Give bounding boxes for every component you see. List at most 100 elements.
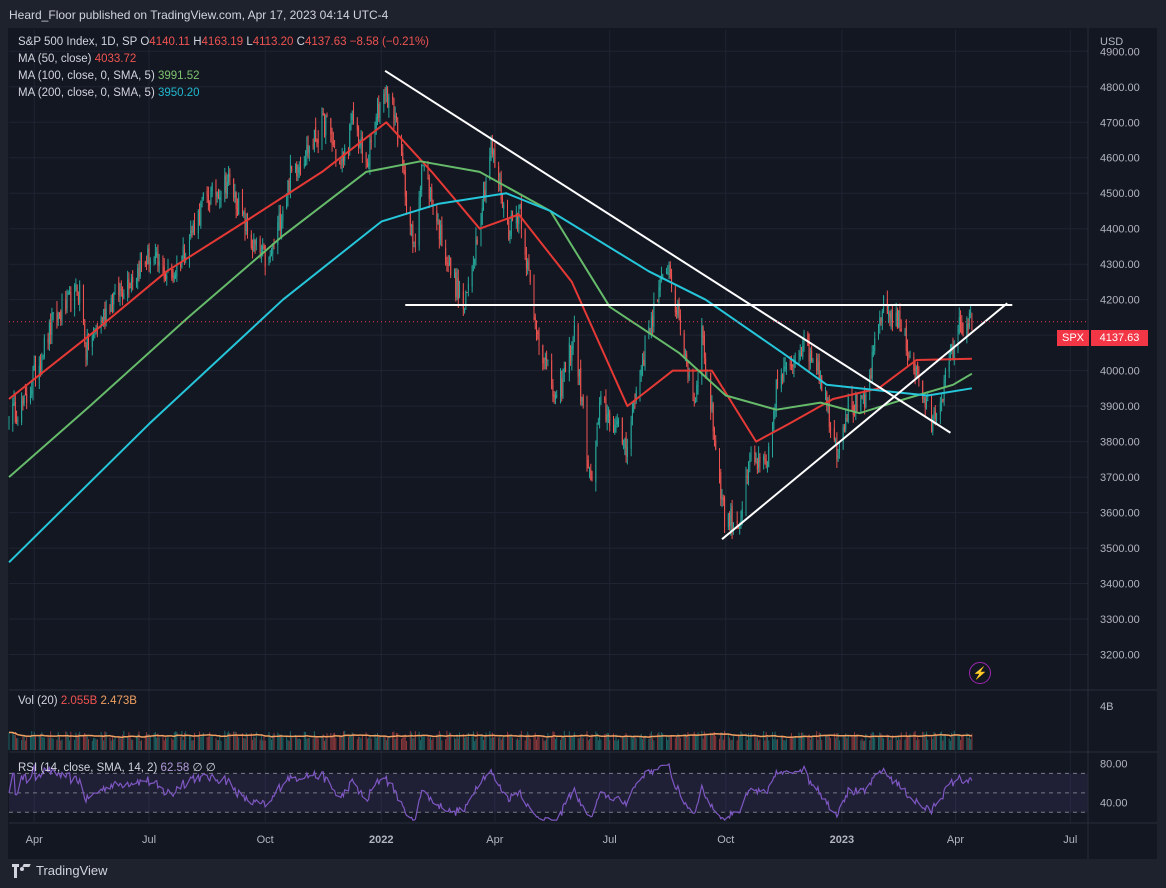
volume-bar <box>825 735 827 750</box>
volume-bar <box>349 734 351 750</box>
volume-bar <box>278 734 280 750</box>
volume-bar <box>201 734 203 750</box>
candle-body <box>465 291 467 307</box>
candle-body <box>678 303 680 314</box>
candle-body <box>471 266 473 287</box>
candle-body <box>316 140 318 142</box>
trendlines[interactable] <box>384 69 1013 540</box>
volume-bar <box>294 735 296 750</box>
candle-body <box>141 261 143 264</box>
candle-body <box>807 334 809 346</box>
volume-bar <box>811 736 813 750</box>
volume-bar <box>794 736 796 750</box>
candle-body <box>580 367 582 402</box>
volume-bar <box>658 732 660 750</box>
volume-bar <box>862 740 864 750</box>
y-tick-label: 4600.00 <box>1100 153 1140 165</box>
volume-bar <box>342 731 344 750</box>
volume-bar <box>653 740 655 750</box>
volume-bar <box>542 737 544 750</box>
volume-bar <box>226 732 228 750</box>
candle-body <box>519 205 521 208</box>
volume-bar <box>166 738 168 750</box>
legend-ma100[interactable]: MA (100, close, 0, SMA, 5) 3991.52 <box>18 70 200 82</box>
volume-bar <box>411 732 413 750</box>
candle-body <box>144 262 146 264</box>
rising-support-line[interactable] <box>721 302 1008 540</box>
lightning-bolt-icon[interactable]: ⚡ <box>969 662 991 684</box>
candle-body <box>226 181 228 195</box>
volume-bar <box>966 732 968 750</box>
volume-bar <box>476 731 478 750</box>
candle-body <box>701 325 703 377</box>
volume-bar <box>842 735 844 750</box>
volume-bar <box>596 733 598 750</box>
candle-body <box>879 317 881 326</box>
legend-ma200[interactable]: MA (200, close, 0, SMA, 5) 3950.20 <box>18 87 200 99</box>
volume-bar <box>838 740 840 750</box>
volume-bar <box>16 737 18 750</box>
volume-bar <box>572 735 574 750</box>
volume-bar <box>524 740 526 750</box>
candle-body <box>366 162 368 168</box>
candle-body <box>236 208 238 216</box>
volume-bar <box>515 739 517 750</box>
volume-bar <box>272 734 274 750</box>
volume-bar <box>595 731 597 750</box>
candle-body <box>953 345 955 359</box>
price-chart-svg[interactable]: 3200.00 3300.00 3400.00 3500.00 3600.00 3700.… <box>8 28 1157 859</box>
candle-body <box>252 246 254 250</box>
legend-rsi[interactable]: RSI (14, close, SMA, 14, 2) 62.58 ∅ ∅ <box>18 760 216 774</box>
volume-bar <box>671 735 673 750</box>
volume-bar <box>908 735 910 750</box>
volume-bar <box>571 737 573 750</box>
candles <box>8 84 973 540</box>
candle-body <box>48 321 50 345</box>
volume-bar <box>101 734 103 750</box>
volume-bar <box>706 735 708 750</box>
volume-bar <box>400 738 402 750</box>
volume-bar <box>281 734 283 750</box>
candle-body <box>852 405 854 416</box>
volume-bar <box>669 735 671 750</box>
tradingview-logo[interactable]: TradingView <box>12 863 108 878</box>
candle-body <box>326 115 328 117</box>
descending-resistance-line[interactable] <box>384 69 951 434</box>
candle-body <box>264 245 266 267</box>
volume-bar <box>282 737 284 750</box>
volume-bar <box>35 736 37 750</box>
candle-body <box>808 343 810 362</box>
candle-body <box>277 222 279 245</box>
candle-body <box>833 428 835 441</box>
candle-body <box>606 414 608 422</box>
candle-body <box>763 456 765 461</box>
candle-body <box>369 140 371 165</box>
volume-bar <box>801 732 803 750</box>
volume-bar <box>57 732 59 750</box>
legend-ma50[interactable]: MA (50, close) 4033.72 <box>18 53 136 65</box>
candle-body <box>855 394 857 414</box>
candle-body <box>394 115 396 118</box>
candle-body <box>536 320 538 335</box>
volume-bar <box>943 734 945 750</box>
volume-bar <box>736 740 738 750</box>
volume-bar <box>350 736 352 750</box>
volume-bar <box>616 740 618 750</box>
volume-bar <box>881 737 883 750</box>
volume-bar <box>896 740 898 750</box>
volume-bar <box>573 732 575 750</box>
candle-body <box>188 238 190 260</box>
candle-body <box>730 508 732 527</box>
candle-body <box>207 194 209 203</box>
volume-bar <box>450 732 452 750</box>
legend-volume[interactable]: Vol (20) 2.055B 2.473B <box>18 695 137 707</box>
volume-bar <box>330 733 332 750</box>
candle-body <box>300 165 302 169</box>
volume-bar <box>164 737 166 750</box>
candle-body <box>793 361 795 369</box>
legend-high-label: H <box>193 36 202 48</box>
volume-bar <box>607 733 609 750</box>
candle-body <box>720 472 722 499</box>
volume-bar <box>775 739 777 750</box>
volume-bar <box>135 736 137 750</box>
